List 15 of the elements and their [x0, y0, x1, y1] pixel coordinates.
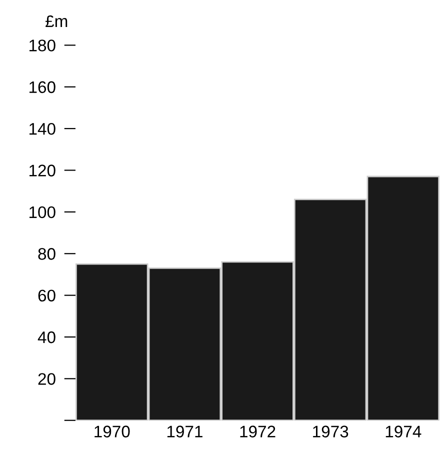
y-tick-label: 140: [30, 122, 56, 135]
x-tick-label: 1971: [167, 426, 202, 438]
x-tick-label: 1970: [94, 426, 130, 438]
x-tick-label: 1972: [240, 426, 276, 438]
x-tick-label: 1973: [313, 426, 348, 438]
y-tick-label: 60: [38, 290, 56, 302]
x-tick-label: 1974: [386, 426, 422, 438]
y-tick-label: 180: [30, 40, 56, 52]
y-tick-label: 40: [38, 331, 56, 344]
y-tick-label: 160: [30, 81, 56, 94]
y-tick-label: 100: [30, 206, 56, 218]
y-tick-label: 120: [30, 164, 56, 176]
y-tick-label: 20: [38, 373, 56, 385]
y-axis-title: £m: [46, 15, 68, 27]
y-tick-label: 80: [38, 248, 56, 260]
